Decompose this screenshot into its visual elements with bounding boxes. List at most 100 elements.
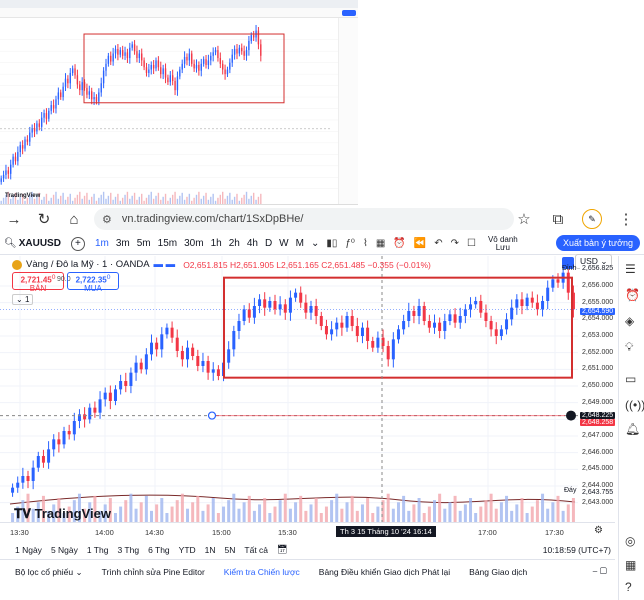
publish-button[interactable]: Xuất bản ý tưởng [556,235,640,251]
timeframe-M[interactable]: M [295,238,304,249]
address-bar[interactable]: ⚙ vn.tradingview.com/chart/1SxDpBHe/ [94,208,514,230]
legend-toggle-icon[interactable]: ▬ ▬ [153,259,176,270]
candle-body [57,439,61,445]
candle-body [463,309,467,316]
thumbnail-publish-badge [342,10,356,16]
buy-button[interactable]: 2,722.350 MUA [67,272,119,292]
range-3[interactable]: 3 Thg [117,544,140,555]
range-2[interactable]: 1 Thg [86,544,109,555]
watchlist-icon[interactable]: ☰ [625,262,636,276]
compare-add-icon[interactable]: + [70,236,85,251]
profile-icon[interactable]: ✎ [582,209,602,229]
range-7[interactable]: 5N [224,544,236,555]
home-icon[interactable]: ⌂ [69,210,79,228]
star-icon[interactable]: ☆ [517,211,531,228]
timeframe-3m[interactable]: 3m [115,238,130,249]
time-axis[interactable]: Th 3 15 Tháng 10 '24 16:14 ⚙ 13:30 14:00 1… [0,522,615,540]
reload-icon[interactable]: ↻ [37,211,51,228]
chart-pane[interactable]: Vàng / Đô la Mỹ · 1 · OANDA ▬ ▬ O2,651.8… [0,256,615,522]
extensions-icon[interactable]: ⧉ [552,210,564,228]
chart-type-icon[interactable]: ▮▯ [326,238,338,249]
price-axis[interactable]: 2,656.000 2,655.000 2,654.000 2,653.000 2,65… [562,256,616,522]
calendar-icon[interactable]: ▦ [625,558,637,572]
timeframe-W[interactable]: W [279,238,289,249]
timeframe-D[interactable]: D [264,238,273,249]
timeframe-15m[interactable]: 15m [157,238,178,249]
price-chart[interactable] [0,256,578,522]
alert-icon[interactable]: ⏰ [393,238,406,249]
candle-body [294,292,298,298]
panel-tab-0[interactable]: Bộ lọc cổ phiếu ⌄ [15,566,83,577]
range-8[interactable]: Tất cả [244,544,269,555]
ideas-icon[interactable]: 💡︎ [625,340,634,354]
volume-bar [162,196,164,204]
timeframe-more-icon[interactable]: ⌄ [310,238,320,249]
undo-icon[interactable]: ↶ [434,238,443,249]
volume-bar [345,502,349,522]
alerts-icon[interactable]: ⏰ [625,288,640,302]
time-tick: 14:30 [145,528,164,537]
range-1[interactable]: 5 Ngày [50,544,78,555]
date-range-icon[interactable]: 📅︎ [277,544,288,554]
help-icon[interactable]: ? [625,580,632,594]
candle-body [258,299,262,306]
search-icon[interactable]: 🔍︎ [4,238,17,249]
layers-icon[interactable]: ◈ [625,314,635,328]
target-icon[interactable]: ◎ [625,534,636,548]
back-icon[interactable]: → [6,210,22,228]
account-menu[interactable]: Vô danh Lưu [487,234,518,252]
menu-icon[interactable]: ⋮ [618,211,634,228]
volume-bar [175,500,179,522]
legend-collapse-button[interactable]: ⌄ 1 [12,294,34,305]
candle-body [0,178,2,182]
range-5[interactable]: YTD [178,544,196,555]
candle-volume-group [11,493,575,522]
site-settings-icon[interactable]: ⚙ [102,213,112,226]
candle-body [288,297,292,313]
price-tick: 2,652.000 [582,348,614,356]
volume-bar [36,502,40,522]
range-4[interactable]: 6 Thg [148,544,170,555]
redo-icon[interactable]: ↷ [450,238,459,249]
candle-body [231,54,233,63]
account-label: Vô danh [487,234,518,244]
panel-tab-1[interactable]: Trình chỉnh sửa Pine Editor [101,566,205,577]
notifications-icon[interactable]: 🔔︎ [625,422,641,436]
timeframe-5m[interactable]: 5m [136,238,151,249]
range-0[interactable]: 1 Ngày [15,544,42,555]
time-tick: 15:00 [212,528,231,537]
volume-bar [129,198,131,204]
volume-bar [12,195,14,204]
candle-body [112,53,114,62]
timeframe-1h[interactable]: 1h [210,238,222,249]
panel-tab-2[interactable]: Kiểm tra Chiến lược [223,566,300,577]
timeframe-4h[interactable]: 4h [246,238,258,249]
checkbox-icon[interactable]: ☐ [466,238,476,249]
layout-icon[interactable]: ▦ [375,238,386,249]
panel-tab-3[interactable]: Bảng Điều khiển Giao dịch Phát lại [318,566,451,577]
candle-body [188,53,191,61]
timeframe-30m[interactable]: 30m [184,238,204,249]
symbol-search[interactable]: XAUUSD [18,238,61,249]
panel-window-controls[interactable]: ⎯ ▢ [592,566,607,576]
volume-bar [469,498,473,522]
volume-bar [294,502,298,522]
range-6[interactable]: 1N [204,544,216,555]
timeframe-2h[interactable]: 2h [228,238,240,249]
replay-icon[interactable]: ⏪ [413,238,427,249]
clock[interactable]: 10:18:59 (UTC+7) [542,545,611,555]
axis-settings-icon[interactable]: ⚙ [594,525,603,536]
chat-icon[interactable]: ▭ [625,372,637,386]
volume-bar [21,500,25,522]
volume-bar [119,506,123,522]
broadcast-icon[interactable]: ((•)) [625,398,644,412]
drawing-icon[interactable]: ⌇ [362,238,368,249]
panel-tab-4[interactable]: Bảng Giao dịch [469,566,528,577]
candle-body [98,399,102,413]
thumbnail-chart [0,24,340,204]
sell-button[interactable]: 2,721.450 BÁN [12,272,64,292]
timeframe-1m[interactable]: 1m [94,238,109,249]
volume-bar [17,199,19,204]
currency-square-icon[interactable] [562,257,574,269]
indicators-icon[interactable]: ƒ⁰ [345,238,355,249]
